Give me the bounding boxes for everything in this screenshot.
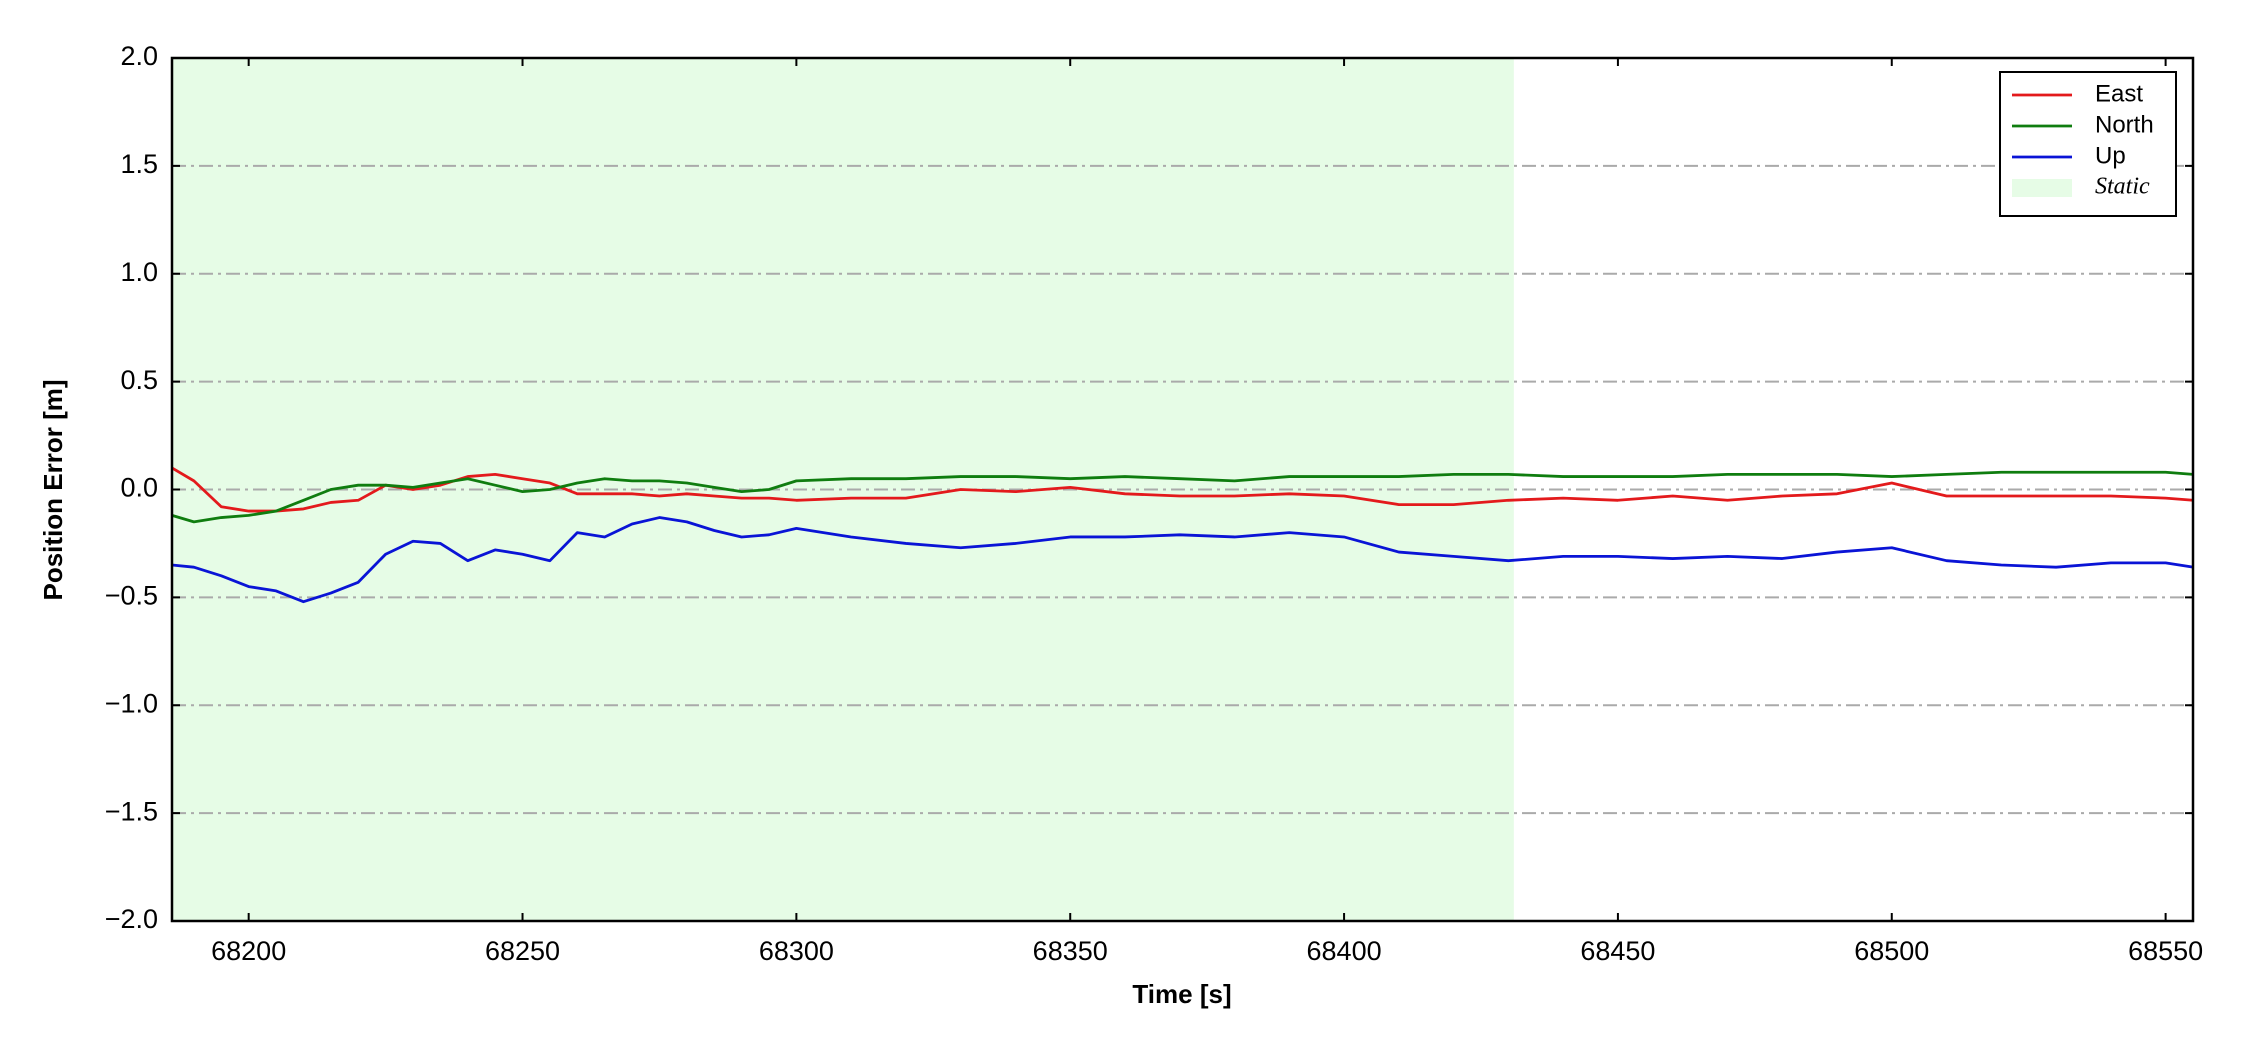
legend-label: Up bbox=[2095, 142, 2126, 169]
y-tick-label: −0.5 bbox=[105, 581, 158, 611]
x-axis-label: Time [s] bbox=[1132, 979, 1231, 1009]
series-line bbox=[171, 470, 2194, 524]
y-tick-label: 0.5 bbox=[120, 365, 158, 395]
x-tick-label: 68300 bbox=[759, 936, 834, 966]
y-tick-label: 2.0 bbox=[120, 41, 158, 71]
x-tick-label: 68500 bbox=[1854, 936, 1929, 966]
x-tick-label: 68350 bbox=[1033, 936, 1108, 966]
plot-frame bbox=[170, 56, 2195, 923]
y-tick-label: −1.0 bbox=[105, 688, 158, 718]
y-tick-label: 1.0 bbox=[120, 257, 158, 287]
x-tick-label: 68400 bbox=[1307, 936, 1382, 966]
legend-label: North bbox=[2095, 111, 2154, 138]
series-line bbox=[171, 516, 2194, 604]
legend-label: East bbox=[2095, 80, 2143, 107]
legend-label: Static bbox=[2095, 174, 2150, 200]
x-tick-label: 68450 bbox=[1580, 936, 1655, 966]
y-axis-label: Position Error [m] bbox=[38, 379, 68, 600]
y-tick-label: −1.5 bbox=[105, 796, 158, 826]
x-tick-label: 68550 bbox=[2128, 936, 2203, 966]
y-tick-label: 0.0 bbox=[120, 473, 158, 503]
y-tick-label: −2.0 bbox=[105, 904, 158, 934]
x-tick-label: 68200 bbox=[211, 936, 286, 966]
x-tick-label: 68250 bbox=[485, 936, 560, 966]
legend-swatch bbox=[2012, 179, 2072, 197]
y-tick-label: 1.5 bbox=[120, 149, 158, 179]
